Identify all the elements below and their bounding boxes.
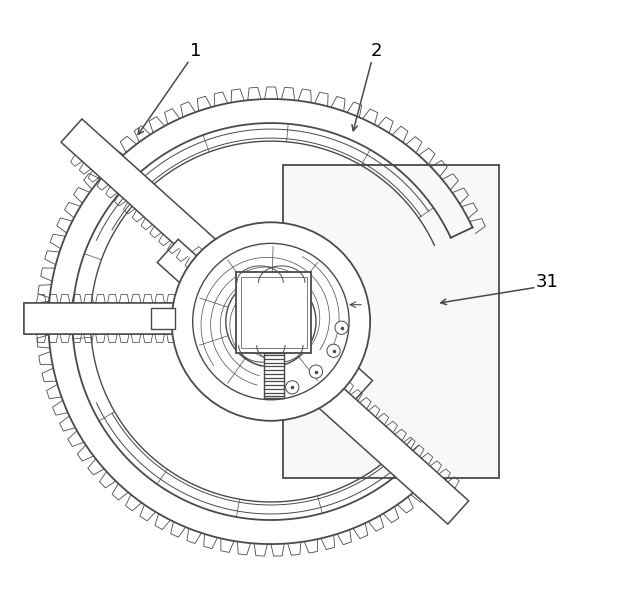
Circle shape (172, 222, 370, 421)
Bar (241, 277, 307, 348)
Circle shape (309, 365, 323, 378)
Circle shape (327, 344, 340, 358)
Circle shape (193, 243, 349, 400)
Bar (236, 272, 311, 353)
Polygon shape (157, 239, 469, 524)
Bar (264, 353, 283, 398)
Polygon shape (61, 119, 373, 404)
Circle shape (226, 276, 316, 367)
Polygon shape (24, 303, 307, 334)
Polygon shape (24, 303, 307, 334)
Text: 1: 1 (190, 42, 202, 60)
Text: 2: 2 (371, 42, 382, 60)
Bar (151, 308, 175, 329)
Circle shape (286, 381, 299, 394)
Bar (283, 165, 500, 478)
Text: 31: 31 (536, 273, 559, 291)
Circle shape (335, 321, 348, 334)
